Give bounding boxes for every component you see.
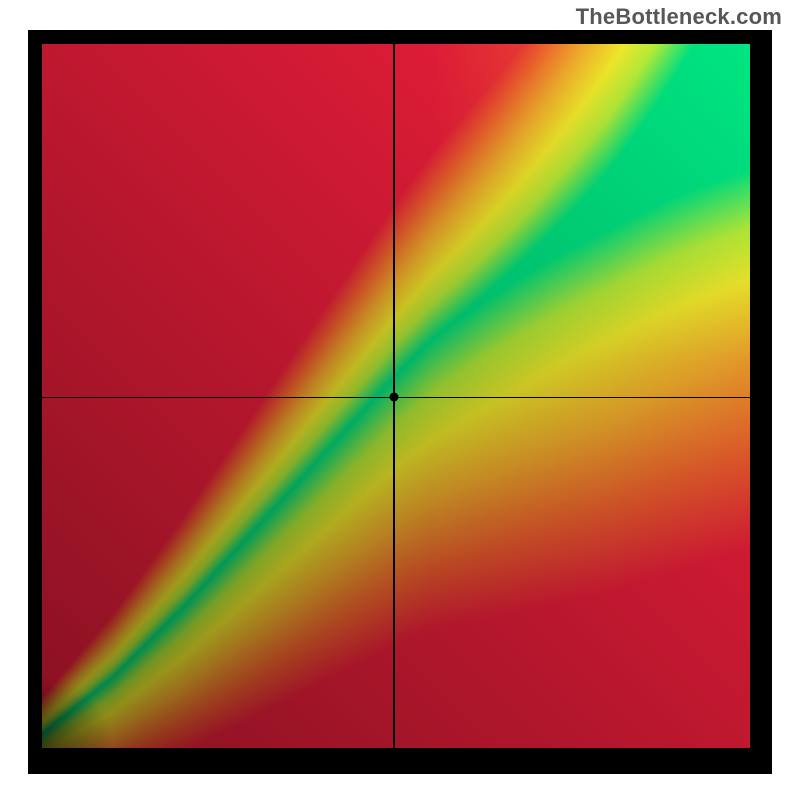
- watermark-text: TheBottleneck.com: [576, 4, 782, 30]
- page-root: TheBottleneck.com: [0, 0, 800, 800]
- selection-marker-dot: [389, 393, 398, 402]
- chart-frame: [28, 30, 772, 774]
